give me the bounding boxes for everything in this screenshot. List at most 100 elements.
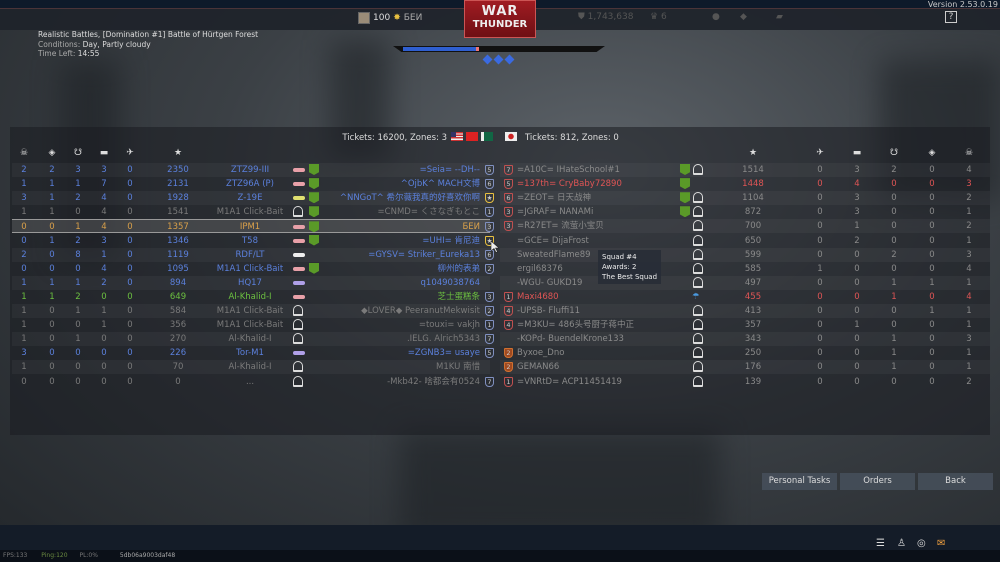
dead-icon <box>693 375 703 387</box>
score: 176 <box>744 362 762 373</box>
table-row[interactable]: 6 =ZEOT= 日天战神 1104 0 3 0 0 2 <box>500 191 990 206</box>
dead-icon <box>693 276 703 288</box>
table-row[interactable]: -KOPd- BuendelKrone133 343 0 0 1 0 3 <box>500 332 990 347</box>
air-kills: 0 <box>817 193 823 204</box>
score: 650 <box>744 235 762 246</box>
captures: 0 <box>929 193 935 204</box>
table-row[interactable]: 1 1 1 2 0 894 HQ17 q1049038764 <box>12 275 490 290</box>
player-name: =GCE= DijaFrost <box>517 235 589 246</box>
captures: 0 <box>929 165 935 175</box>
table-row[interactable]: 0 0 1 4 0 1357 IPM1 БЕИ 3 <box>12 219 494 234</box>
player-name: =A10C= IHateSchool#1 <box>517 165 620 175</box>
table-row[interactable]: 3 =R27ET= 流萤小宝贝 700 0 1 0 0 2 <box>500 219 990 234</box>
rank-badge-icon <box>680 178 690 190</box>
table-row[interactable]: 0 0 0 0 0 0... -Mkb42- 啥都会有0524 7 <box>12 375 494 389</box>
squad-badge: 6 <box>485 179 494 190</box>
ground-kills: 0 <box>854 362 860 373</box>
squad-badge: 7 <box>504 165 513 175</box>
table-row[interactable]: 7 =A10C= IHateSchool#1 1514 0 3 2 0 4 <box>500 163 990 177</box>
ground-kills: 0 <box>854 376 860 387</box>
table-row[interactable]: -WGU- GUKD19 497 0 0 1 1 1 <box>500 275 990 290</box>
table-row[interactable]: 2 0 8 1 0 1119 RDF/LT =GYSV= Striker_Eureka13 6 <box>12 247 494 262</box>
air-kills: 0 <box>817 334 823 345</box>
assists: 2 <box>75 291 81 302</box>
table-row[interactable]: 1 Maxi4680 ☂ 455 0 0 1 0 4 <box>500 290 990 304</box>
score: 0 <box>175 376 181 387</box>
table-row[interactable]: 1 0 1 0 0 270 Al-Khalid-I .IELG. Alrich5343 7 <box>12 332 494 347</box>
chat-icon[interactable]: ◎ <box>917 538 926 549</box>
ground-kills: 0 <box>101 348 107 359</box>
table-row[interactable]: =GCE= DijaFrost 650 0 2 0 0 1 <box>500 234 990 248</box>
ground-kills: 4 <box>101 207 107 218</box>
orders-button[interactable]: Orders <box>840 473 915 490</box>
score: 1104 <box>742 193 764 204</box>
deaths: 2 <box>21 165 27 175</box>
player-name: =M3KU= 486头号厨子蒋中正 <box>517 320 634 331</box>
vehicle-name: ... <box>245 376 255 387</box>
table-row[interactable]: 1 =VNRtD= ACP11451419 139 0 0 0 0 2 <box>500 375 990 389</box>
table-row[interactable]: 1 0 0 0 0 70 Al-Khalid-I M1KU 南惜 <box>12 360 490 375</box>
table-row[interactable]: 3 1 2 4 0 1928 Z-19E ^NNGoT^ 希尔薇我真的好喜欢你啊 ★ <box>12 191 494 206</box>
table-row[interactable]: 4 =M3KU= 486头号厨子蒋中正 357 0 1 0 0 1 <box>500 318 990 332</box>
list-icon[interactable]: ☰ <box>876 538 885 549</box>
table-row[interactable]: 2 Byxoe_Dno 250 0 0 1 0 1 <box>500 346 990 360</box>
back-button[interactable]: Back <box>918 473 993 490</box>
footer: FPS:133 Ping:120 PL:0% 5db06a9003daf48 <box>0 550 1000 562</box>
deaths: 1 <box>21 291 27 302</box>
squad-badge: 3 <box>485 222 494 233</box>
ground-kills: 3 <box>101 165 107 175</box>
ground-kills: 0 <box>101 291 107 302</box>
table-row[interactable]: 0 0 0 4 0 1095 M1A1 Click-Bait 柳州的表弟 2 <box>12 262 494 276</box>
ground-kills: 0 <box>101 376 107 387</box>
avatar[interactable] <box>358 12 370 24</box>
squad-badge: 5 <box>485 348 494 359</box>
mail-icon[interactable]: ✉ <box>937 538 946 549</box>
player-name: =CNMD= くさなぎもとこ <box>377 207 480 218</box>
player-name: Byxoe_Dno <box>517 348 565 359</box>
dead-icon <box>693 234 703 246</box>
plane-icon: ✈ <box>126 148 134 158</box>
table-row[interactable]: 1 1 0 4 0 1541 M1A1 Click-Bait =CNMD= くさなぎもとこ 1 <box>12 205 494 219</box>
squad-badge: 6 <box>504 193 513 204</box>
rank-badge-icon <box>680 206 690 218</box>
help-button[interactable]: ? <box>945 11 957 23</box>
table-row[interactable]: 1 0 1 1 0 584 M1A1 Click-Bait ◆LOVER◆ PeeranutM… <box>12 304 494 318</box>
vehicle-type-icon <box>293 225 305 230</box>
usa-flag-icon <box>451 132 463 141</box>
table-row[interactable]: 1 0 0 1 0 356 M1A1 Click-Bait =touxi= vakjh 1 <box>12 318 494 332</box>
table-row[interactable]: 2 2 3 3 0 2350 ZTZ99-III =Seia= --DH-- 5 <box>12 163 494 177</box>
captures: 0 <box>929 207 935 218</box>
table-row[interactable]: 0 1 2 3 0 1346 T58 =UHI= 肯尼迪 ★ <box>12 234 494 248</box>
captures: 0 <box>929 320 935 331</box>
table-row[interactable]: 1 1 2 0 0 649 Al-Khalid-I 芝士蛋糕条 3 <box>12 290 494 304</box>
table-row[interactable]: 3 =JGRAF= NANAMi 872 0 3 0 0 1 <box>500 205 990 219</box>
deaths: 1 <box>966 362 972 373</box>
squad-badge: 4 <box>504 320 513 331</box>
player-info: 100 ✸ БЕИ <box>358 12 422 24</box>
ground-kills: 4 <box>854 179 860 190</box>
personal-tasks-button[interactable]: Personal Tasks <box>762 473 837 490</box>
squad-badge: 3 <box>485 291 494 302</box>
assists: 3 <box>75 165 81 175</box>
dead-icon <box>293 206 303 218</box>
assists: 0 <box>891 376 897 387</box>
player-name: ◆LOVER◆ PeeranutMekwisit <box>361 306 480 316</box>
table-row[interactable]: 5 =137th= CryBaby72890 1448 0 4 0 0 3 <box>500 177 990 191</box>
table-row[interactable]: ergil68376 585 1 0 0 0 4 <box>500 262 990 276</box>
table-row[interactable]: 2 GEMAN66 176 0 0 1 0 1 <box>500 360 990 375</box>
zone-icon <box>482 54 493 65</box>
contacts-icon[interactable]: ♙ <box>897 538 906 549</box>
ticket-progress-bar <box>393 46 605 52</box>
deaths: 1 <box>966 306 972 316</box>
assists: 0 <box>891 263 897 274</box>
rank-badge-icon <box>680 192 690 204</box>
captures: 0 <box>929 235 935 246</box>
rank-badge-icon <box>309 262 319 274</box>
table-row[interactable]: 3 0 0 0 0 226 Tor-M1 =ZGNB3= usaye 5 <box>12 346 494 360</box>
air-kills: 0 <box>817 165 823 175</box>
table-row[interactable]: 4 -UPSB- Fluffi11 413 0 0 0 1 1 <box>500 304 990 318</box>
vehicle-name: Al-Khalid-I <box>228 334 272 345</box>
table-row[interactable]: SweatedFlame89 599 0 0 2 0 3 <box>500 247 990 262</box>
table-row[interactable]: 1 1 1 7 0 2131 ZTZ96A (P) ^OjbK^ MACH文博 6 <box>12 177 494 191</box>
air-kills: 0 <box>817 291 823 302</box>
